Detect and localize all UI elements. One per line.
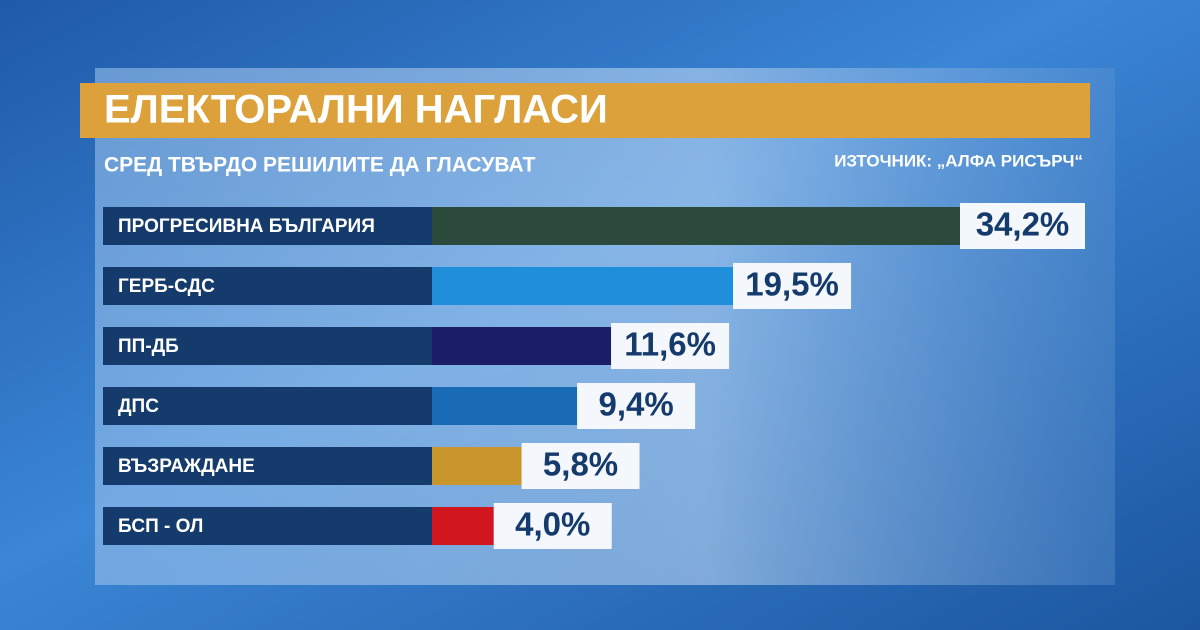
- value-label: 11,6%: [624, 326, 716, 363]
- category-label: ДПС: [118, 396, 159, 417]
- bar: [432, 387, 578, 425]
- panel: [95, 68, 1115, 585]
- bar: [432, 447, 522, 485]
- value-label: 9,4%: [599, 386, 674, 423]
- category-box: [103, 207, 432, 245]
- category-box: [103, 327, 432, 365]
- subtitle: СРЕД ТВЪРДО РЕШИЛИТЕ ДА ГЛАСУВАТ: [104, 154, 536, 177]
- bar: [432, 267, 734, 305]
- bar: [432, 207, 960, 245]
- category-label: ПРОГРЕСИВНА БЪЛГАРИЯ: [118, 216, 375, 237]
- category-label: ГЕРБ-СДС: [118, 276, 215, 297]
- category-box: [103, 267, 432, 305]
- value-label-box: [493, 503, 612, 549]
- source: ИЗТОЧНИК: „АЛФА РИСЪРЧ“: [834, 151, 1083, 170]
- value-label-box: [611, 323, 730, 369]
- category-label: ВЪЗРАЖДАНЕ: [118, 456, 255, 477]
- category-box: [103, 387, 432, 425]
- value-label-box: [960, 203, 1085, 249]
- value-label-box: [577, 383, 696, 429]
- value-label-box: [733, 263, 852, 309]
- chart-title: ЕЛЕКТОРАЛНИ НАГЛАСИ: [104, 88, 608, 132]
- category-label: ПП-ДБ: [118, 336, 179, 357]
- bar: [432, 507, 494, 545]
- value-label-box: [521, 443, 640, 489]
- bar: [432, 327, 612, 365]
- category-box: [103, 447, 432, 485]
- category-box: [103, 507, 432, 545]
- value-label: 34,2%: [976, 206, 1070, 243]
- value-label: 5,8%: [543, 446, 618, 483]
- title-bar: [80, 83, 1090, 138]
- value-label: 19,5%: [745, 266, 839, 303]
- category-label: БСП - ОЛ: [118, 516, 203, 537]
- value-label: 4,0%: [515, 506, 590, 543]
